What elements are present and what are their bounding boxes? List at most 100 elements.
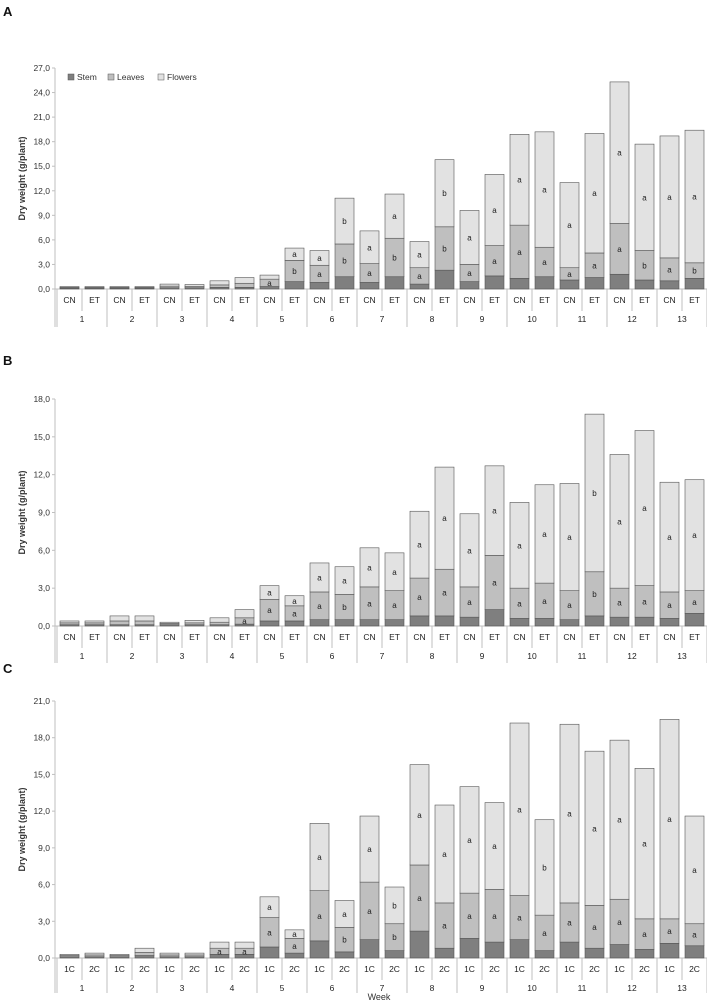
significance-letter: b — [392, 933, 397, 942]
bar-flowers-segment — [309, 250, 330, 266]
bar-flowers-segment — [634, 768, 655, 920]
significance-letter: a — [467, 233, 472, 242]
bar-leaves-segment — [134, 620, 155, 626]
x-category-label: 1C — [64, 964, 75, 974]
legend-label-leaves: Leaves — [117, 72, 144, 82]
bar-flowers-segment — [109, 286, 130, 288]
x-category-label: 2C — [339, 964, 350, 974]
x-week-label: 4 — [230, 314, 235, 324]
x-week-label: 11 — [578, 983, 587, 993]
significance-letter: a — [242, 947, 247, 956]
bar-flowers-segment — [209, 617, 230, 623]
bar-stem-segment — [484, 609, 505, 627]
significance-letter: a — [642, 930, 647, 939]
x-week-label: 1 — [80, 983, 85, 993]
significance-letter: a — [367, 243, 372, 252]
significance-letter: a — [492, 912, 497, 921]
x-category-label: CN — [313, 295, 325, 305]
y-tick-label: 24,0 — [33, 88, 50, 98]
x-category-label: 2C — [389, 964, 400, 974]
significance-letter: a — [517, 541, 522, 550]
x-category-label: 2C — [189, 964, 200, 974]
bar-flowers-segment — [59, 286, 80, 288]
bar-flowers-segment — [509, 134, 530, 226]
x-week-label: 2 — [130, 983, 135, 993]
bar-flowers-segment — [584, 133, 605, 254]
bar-flowers-segment — [309, 823, 330, 891]
x-category-label: CN — [213, 632, 225, 642]
bar-stem-segment — [359, 939, 380, 959]
significance-letter: b — [592, 489, 597, 498]
x-category-label: ET — [189, 632, 200, 642]
bar-stem-segment — [634, 279, 655, 290]
bar-flowers-segment — [259, 274, 280, 280]
bar-flowers-segment — [409, 764, 430, 866]
bar-flowers-segment — [259, 896, 280, 918]
bar-flowers-segment — [259, 585, 280, 600]
significance-letter: a — [517, 914, 522, 923]
significance-letter: a — [617, 245, 622, 254]
y-axis-label: Dry weight (g/plant) — [17, 137, 27, 221]
bar-stem-segment — [409, 283, 430, 290]
x-category-label: 2C — [639, 964, 650, 974]
y-tick-label: 15,0 — [33, 432, 50, 442]
bar-stem-segment — [684, 945, 705, 959]
significance-letter: b — [342, 603, 347, 612]
x-category-label: 2C — [589, 964, 600, 974]
x-category-label: CN — [313, 632, 325, 642]
significance-letter: a — [342, 577, 347, 586]
y-tick-label: 12,0 — [33, 806, 50, 816]
x-week-label: 5 — [280, 651, 285, 661]
bar-flowers-segment — [59, 954, 80, 956]
significance-letter: b — [542, 863, 547, 872]
significance-letter: a — [517, 176, 522, 185]
x-category-label: CN — [463, 632, 475, 642]
x-week-label: 13 — [677, 314, 687, 324]
significance-letter: a — [492, 257, 497, 266]
bar-stem-segment — [384, 619, 405, 627]
x-category-label: CN — [663, 295, 675, 305]
bar-flowers-segment — [434, 804, 455, 904]
y-tick-label: 27,0 — [33, 63, 50, 73]
bar-stem-segment — [609, 273, 630, 290]
y-tick-label: 18,0 — [33, 137, 50, 147]
x-week-label: 2 — [130, 314, 135, 324]
bar-stem-segment — [559, 619, 580, 627]
legend-label-stem: Stem — [77, 72, 97, 82]
bar-leaves-segment — [209, 621, 230, 626]
bar-flowers-segment — [534, 819, 555, 916]
x-category-label: ET — [489, 295, 500, 305]
x-week-label: 4 — [230, 983, 235, 993]
bar-stem-segment — [259, 620, 280, 627]
x-category-label: CN — [613, 295, 625, 305]
significance-letter: a — [617, 517, 622, 526]
x-category-label: CN — [463, 295, 475, 305]
significance-letter: b — [592, 590, 597, 599]
bar-flowers-segment — [634, 143, 655, 251]
x-week-label: 5 — [280, 314, 285, 324]
bar-flowers-segment — [209, 280, 230, 286]
bar-flowers-segment — [384, 552, 405, 591]
x-week-label: 2 — [130, 651, 135, 661]
x-category-label: ET — [289, 295, 300, 305]
legend-swatch-flowers — [157, 73, 165, 81]
bar-flowers-segment — [184, 952, 205, 956]
significance-letter: a — [692, 931, 697, 940]
x-week-label: 7 — [380, 314, 385, 324]
bar-flowers-segment — [84, 620, 105, 624]
bar-stem-segment — [309, 619, 330, 627]
bar-flowers-segment — [334, 197, 355, 245]
bar-flowers-segment — [584, 750, 605, 906]
significance-letter: a — [592, 824, 597, 833]
x-category-label: ET — [539, 632, 550, 642]
bar-flowers-segment — [159, 952, 180, 956]
bar-stem-segment — [559, 941, 580, 959]
y-tick-label: 0,0 — [38, 621, 50, 631]
bar-flowers-segment — [459, 786, 480, 894]
x-category-label: CN — [513, 295, 525, 305]
x-category-label: 1C — [564, 964, 575, 974]
x-week-label: 9 — [480, 983, 485, 993]
x-category-label: ET — [689, 632, 700, 642]
bar-flowers-segment — [234, 941, 255, 949]
